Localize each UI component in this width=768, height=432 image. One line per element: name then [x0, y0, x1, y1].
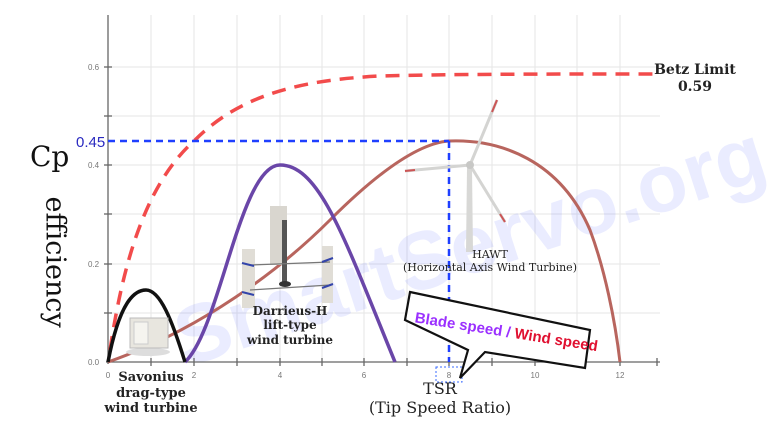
- callout-bubble: Blade speed / Wind speed: [403, 290, 599, 379]
- x-axis-label: TSR (Tip Speed Ratio): [360, 379, 520, 417]
- betz-limit-curve: [108, 72, 661, 351]
- x-axis-sub: (Tip Speed Ratio): [368, 398, 512, 418]
- y-axis-main: Cp: [30, 140, 70, 173]
- betz-limit-label: Betz Limit 0.59: [640, 62, 750, 96]
- x-axis-main: TSR: [423, 379, 457, 398]
- x-tick-12: 12: [616, 371, 625, 380]
- y-tick-labels: 0.6 0.4 0.2 0.0: [88, 63, 100, 367]
- savonius-turbine-icon: [126, 317, 170, 356]
- x-tick-6: 6: [362, 371, 367, 380]
- betz-title: Betz Limit: [654, 62, 736, 78]
- x-tick-10: 10: [531, 371, 540, 380]
- savonius-label: Savonius drag-type wind turbine: [104, 370, 198, 417]
- y-tick-0.0: 0.0: [88, 358, 100, 367]
- darrieus-curve: [183, 163, 397, 364]
- darrieus-label: Darrieus-H lift-type wind turbine: [246, 304, 334, 347]
- hawt-turbine-icon: [404, 99, 507, 252]
- x-tick-labels: 0 2 4 6 8 10 12: [106, 371, 625, 380]
- betz-value: 0.59: [677, 78, 713, 95]
- callout-separator: /: [501, 323, 516, 342]
- x-tick-0: 0: [106, 371, 111, 380]
- hawt-label: HAWT (Horizontal Axis Wind Turbine): [403, 248, 577, 275]
- y-axis-label: Cp: [30, 140, 90, 173]
- y-tick-0.2: 0.2: [88, 260, 100, 269]
- darrieus-turbine-icon: [241, 206, 334, 308]
- y-tick-0.6: 0.6: [88, 63, 100, 72]
- ref-value-label: 0.45: [76, 134, 105, 151]
- y-tick-0.4: 0.4: [88, 161, 100, 170]
- y-axis-sub: efficiency: [39, 196, 71, 328]
- x-tick-2: 2: [192, 371, 197, 380]
- savonius-curve: [106, 288, 187, 363]
- x-tick-8: 8: [447, 371, 452, 380]
- x-tick-4: 4: [278, 371, 283, 380]
